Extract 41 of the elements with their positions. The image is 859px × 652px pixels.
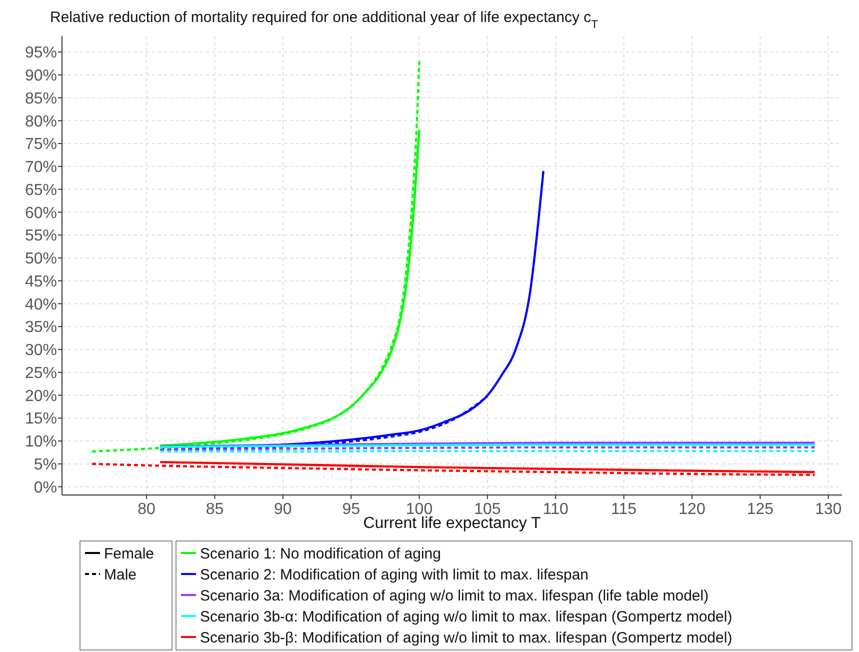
x-tick-label: 120	[678, 501, 706, 518]
y-tick-label: 55%	[24, 228, 57, 245]
x-tick-label: 105	[474, 501, 501, 518]
y-tick-label: 65%	[24, 182, 57, 199]
y-tick-label: 0%	[34, 479, 57, 496]
legend-label: Scenario 3a: Modification of aging w/o limit to max. lifespan (life table model)	[200, 587, 709, 604]
x-tick-label: 125	[746, 501, 774, 518]
legend-label: Scenario 1: No modification of aging	[200, 545, 441, 562]
y-tick-label: 20%	[24, 388, 57, 405]
x-tick-label: 85	[206, 501, 224, 518]
y-tick-label: 40%	[24, 296, 57, 314]
x-tick-label: 95	[342, 501, 360, 518]
y-tick-label: 85%	[24, 90, 57, 108]
y-tick-label: 30%	[24, 342, 57, 360]
y-tick-label: 35%	[24, 319, 57, 336]
y-tick-label: 15%	[24, 410, 57, 428]
chart-title: Relative reduction of mortality required for one additional year of life expectancy c$_{T}$	[50, 9, 598, 31]
y-tick-label: 80%	[24, 113, 57, 130]
y-tick-label: 50%	[24, 250, 57, 268]
x-tick-label: 80	[138, 501, 156, 518]
y-tick-label: 25%	[24, 364, 57, 382]
line-series	[90, 60, 420, 453]
x-tick-label: 115	[611, 501, 637, 518]
x-tick-label: 130	[815, 501, 842, 518]
y-tick-label: 95%	[24, 44, 57, 62]
text: Female	[104, 545, 154, 562]
x-axis-title: Current life expectancy T	[363, 515, 542, 532]
y-tick-label: 70%	[24, 159, 57, 176]
x-tick-label: 110	[542, 501, 568, 518]
y-tick-label: 10%	[24, 434, 57, 451]
y-tick-label: 60%	[24, 204, 57, 222]
text: Male	[104, 566, 137, 584]
legend-label: Scenario 2: Modification of aging with limit to max. lifespan	[200, 566, 589, 584]
y-tick-label: 45%	[24, 273, 57, 290]
legend-label: Scenario 3b-β: Modification of aging w/o limit to max. lifespan (Gompertz model)	[200, 629, 732, 646]
legend-label: Scenario 3b-α: Modification of aging w/o limit to max. lifespan (Gompertz model)	[200, 608, 732, 626]
line-series	[90, 462, 816, 476]
y-tick-label: 75%	[24, 136, 57, 154]
y-tick-label: 5%	[34, 456, 57, 474]
y-tick-label: 90%	[24, 68, 57, 84]
x-tick-label: 90	[274, 501, 292, 518]
